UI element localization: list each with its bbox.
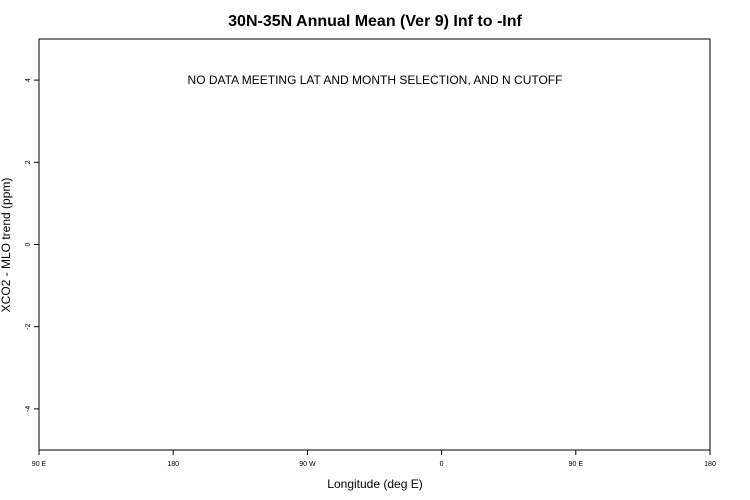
- x-axis: 90 E 180 90 W 0 90 E 180: [32, 450, 716, 468]
- y-axis: 4 2 0 -2 -4: [25, 78, 39, 412]
- x-axis-label: Longitude (deg E): [327, 477, 422, 491]
- y-tick-label: 4: [25, 78, 32, 82]
- plot-frame: [38, 38, 711, 451]
- y-tick-label: -4: [25, 406, 32, 412]
- x-tick-label: 90 E: [32, 461, 47, 468]
- y-axis-label: XCO2 - MLO trend (ppm): [0, 178, 13, 313]
- y-tick-label: -2: [25, 323, 32, 329]
- y-tick-label: 0: [25, 242, 32, 246]
- y-tick-label: 2: [25, 160, 32, 164]
- x-tick-label: 0: [440, 461, 444, 468]
- no-data-annotation: NO DATA MEETING LAT AND MONTH SELECTION,…: [188, 73, 563, 87]
- x-tick-label: 180: [704, 461, 716, 468]
- x-tick-label: 90 E: [569, 461, 584, 468]
- chart-title: 30N-35N Annual Mean (Ver 9) Inf to -Inf: [228, 13, 522, 30]
- x-tick-label: 180: [167, 461, 179, 468]
- x-tick-label: 90 W: [299, 461, 316, 468]
